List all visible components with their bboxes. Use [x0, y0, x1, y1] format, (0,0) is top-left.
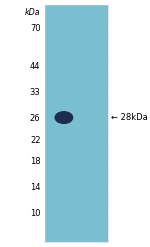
- Text: 70: 70: [30, 24, 40, 33]
- Text: kDa: kDa: [25, 8, 40, 17]
- Ellipse shape: [54, 111, 73, 124]
- Text: 10: 10: [30, 209, 40, 218]
- Text: 22: 22: [30, 136, 40, 144]
- Text: 44: 44: [30, 62, 40, 71]
- Text: 14: 14: [30, 183, 40, 192]
- Text: 33: 33: [30, 88, 40, 97]
- Text: ← 28kDa: ← 28kDa: [111, 113, 148, 122]
- Text: 26: 26: [30, 114, 40, 123]
- Text: 18: 18: [30, 157, 40, 166]
